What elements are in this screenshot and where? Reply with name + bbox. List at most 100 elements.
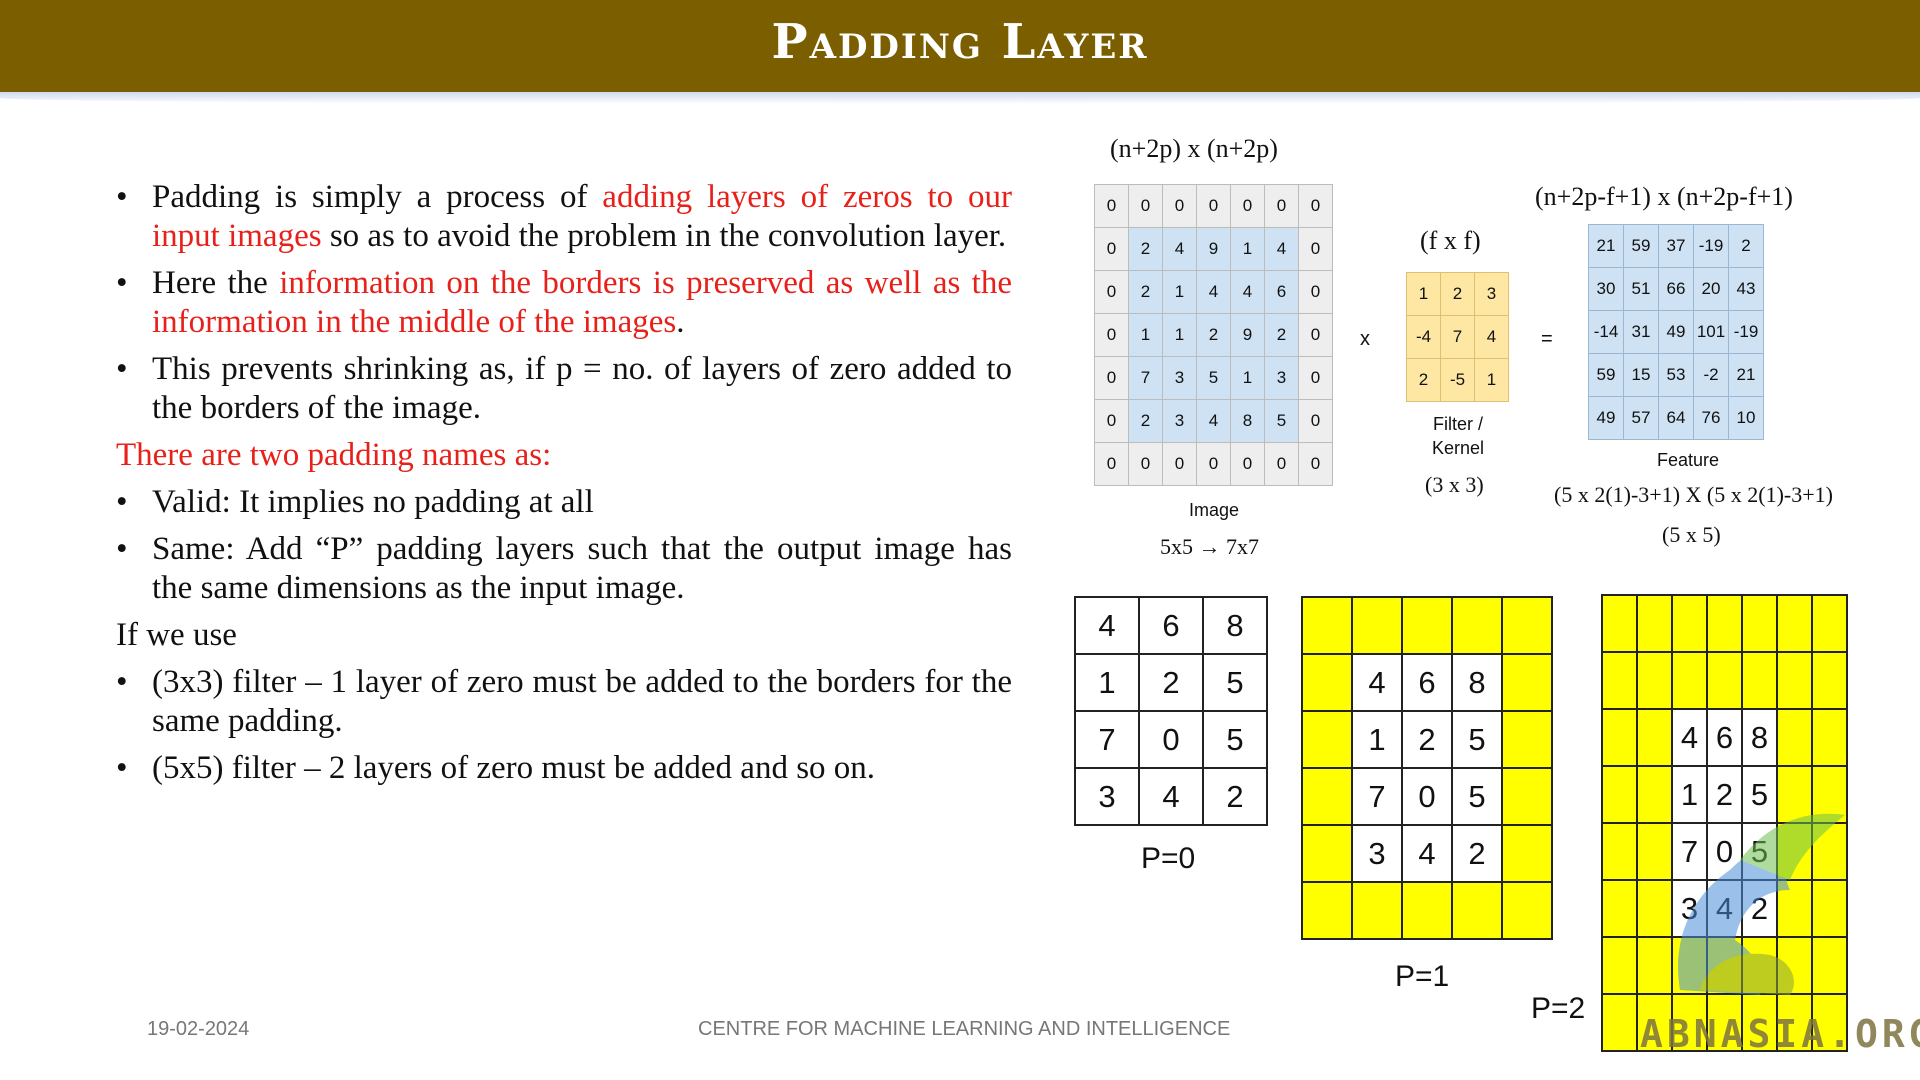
matrix-cell: 4 [1196, 270, 1231, 314]
matrix-cell: 49 [1658, 310, 1694, 354]
matrix-cell: -19 [1728, 310, 1764, 354]
value-cell: 2 [1451, 824, 1503, 883]
matrix-cell: 31 [1623, 310, 1659, 354]
matrix-cell: 7 [1440, 315, 1475, 359]
matrix-cell: 49 [1588, 396, 1624, 440]
padding-cell [1301, 710, 1353, 769]
matrix-cell: 76 [1693, 396, 1729, 440]
padding-cell [1601, 708, 1638, 767]
matrix-cell: 57 [1623, 396, 1659, 440]
value-cell: 7 [1671, 822, 1708, 881]
value-cell: 7 [1074, 710, 1140, 769]
padding-cell [1601, 879, 1638, 938]
padding-cell [1501, 653, 1553, 712]
image-label: Image [1188, 500, 1240, 520]
padding-cell [1636, 708, 1673, 767]
bullet-text-run: so as to avoid the problem in the convol… [321, 218, 1007, 254]
padding-cell [1301, 767, 1353, 826]
slide-content: Padding is simply a process of adding la… [116, 178, 1012, 796]
matrix-cell: 8 [1230, 399, 1265, 443]
matrix-cell: 64 [1658, 396, 1694, 440]
value-cell: 3 [1074, 767, 1140, 826]
matrix-cell: 0 [1196, 442, 1231, 486]
matrix-cell: 4 [1264, 227, 1299, 271]
padding-cell [1636, 651, 1673, 710]
matrix-cell: 3 [1162, 356, 1197, 400]
bullet-item: Same: Add “P” padding layers such that t… [116, 530, 1012, 608]
matrix-cell: 9 [1230, 313, 1265, 357]
feature-formula: (5 x 2(1)-3+1) X (5 x 2(1)-3+1) [1554, 482, 1833, 507]
matrix-cell: 0 [1298, 313, 1333, 357]
matrix-cell: 21 [1728, 353, 1764, 397]
padding-cell [1776, 651, 1813, 710]
padding-cell [1706, 594, 1743, 653]
matrix-cell: 2 [1728, 224, 1764, 268]
value-cell: 3 [1351, 824, 1403, 883]
padding-0-label: P=0 [1141, 842, 1196, 875]
value-cell: 6 [1401, 653, 1453, 712]
watermark-griffin-logo [1678, 813, 1845, 995]
value-cell: 7 [1351, 767, 1403, 826]
value-cell: 2 [1706, 765, 1743, 824]
padding-cell [1301, 653, 1353, 712]
matrix-cell: -19 [1693, 224, 1729, 268]
padding-cell [1811, 651, 1848, 710]
matrix-cell: 0 [1298, 356, 1333, 400]
matrix-cell: 0 [1298, 227, 1333, 271]
matrix-cell: 1 [1230, 227, 1265, 271]
padding-cell [1601, 822, 1638, 881]
matrix-cell: 66 [1658, 267, 1694, 311]
value-cell: 4 [1074, 596, 1140, 655]
matrix-cell: 6 [1264, 270, 1299, 314]
padding-cell [1501, 824, 1553, 883]
matrix-cell: 1 [1128, 313, 1163, 357]
padding-cell [1706, 993, 1743, 1052]
matrix-cell: 43 [1728, 267, 1764, 311]
value-cell: 4 [1401, 824, 1453, 883]
value-cell: 5 [1202, 710, 1268, 769]
matrix-cell: 0 [1230, 442, 1265, 486]
padding-cell [1811, 993, 1848, 1052]
filter-size-label: (3 x 3) [1425, 472, 1484, 497]
value-cell: 1 [1074, 653, 1140, 712]
matrix-cell: 7 [1128, 356, 1163, 400]
value-cell: 2 [1138, 653, 1204, 712]
value-cell: 5 [1741, 765, 1778, 824]
matrix-cell: -14 [1588, 310, 1624, 354]
matrix-cell: 0 [1298, 184, 1333, 228]
if-we-use: If we use [116, 617, 237, 653]
image-size-label: 5x5 → 7x7 [1160, 534, 1259, 559]
matrix-cell: 53 [1658, 353, 1694, 397]
padding-cell [1811, 708, 1848, 767]
padding-cell [1601, 993, 1638, 1052]
matrix-cell: 10 [1728, 396, 1764, 440]
matrix-cell: 2 [1406, 358, 1441, 402]
value-cell: 1 [1671, 765, 1708, 824]
value-cell: 6 [1138, 596, 1204, 655]
times-sign: x [1360, 328, 1370, 350]
matrix-cell: 4 [1474, 315, 1509, 359]
padding-cell [1706, 651, 1743, 710]
padding-cell [1501, 881, 1553, 940]
matrix-cell: -2 [1693, 353, 1729, 397]
filter-label-2: Kernel [1431, 438, 1485, 458]
two-names-heading: There are two padding names as: [116, 437, 552, 473]
padding-cell [1671, 993, 1708, 1052]
matrix-cell: 15 [1623, 353, 1659, 397]
matrix-cell: 0 [1162, 442, 1197, 486]
bullet-text-run: Here the [152, 265, 280, 301]
bullet-text-run: This prevents shrinking as, if p = no. o… [152, 351, 1012, 426]
padding-cell [1401, 881, 1453, 940]
matrix-cell: 3 [1162, 399, 1197, 443]
padding-2-label: P=2 [1531, 992, 1586, 1025]
value-cell: 2 [1202, 767, 1268, 826]
watermark-text: ABNASIA.ORG [1640, 1012, 1920, 1056]
padding-cell [1636, 993, 1673, 1052]
bullet-item: Valid: It implies no padding at all [116, 483, 1012, 522]
padding-cell [1351, 596, 1403, 655]
matrix-cell: 9 [1196, 227, 1231, 271]
matrix-cell: 0 [1094, 184, 1129, 228]
matrix-cell: 2 [1264, 313, 1299, 357]
padding-cell [1636, 822, 1673, 881]
